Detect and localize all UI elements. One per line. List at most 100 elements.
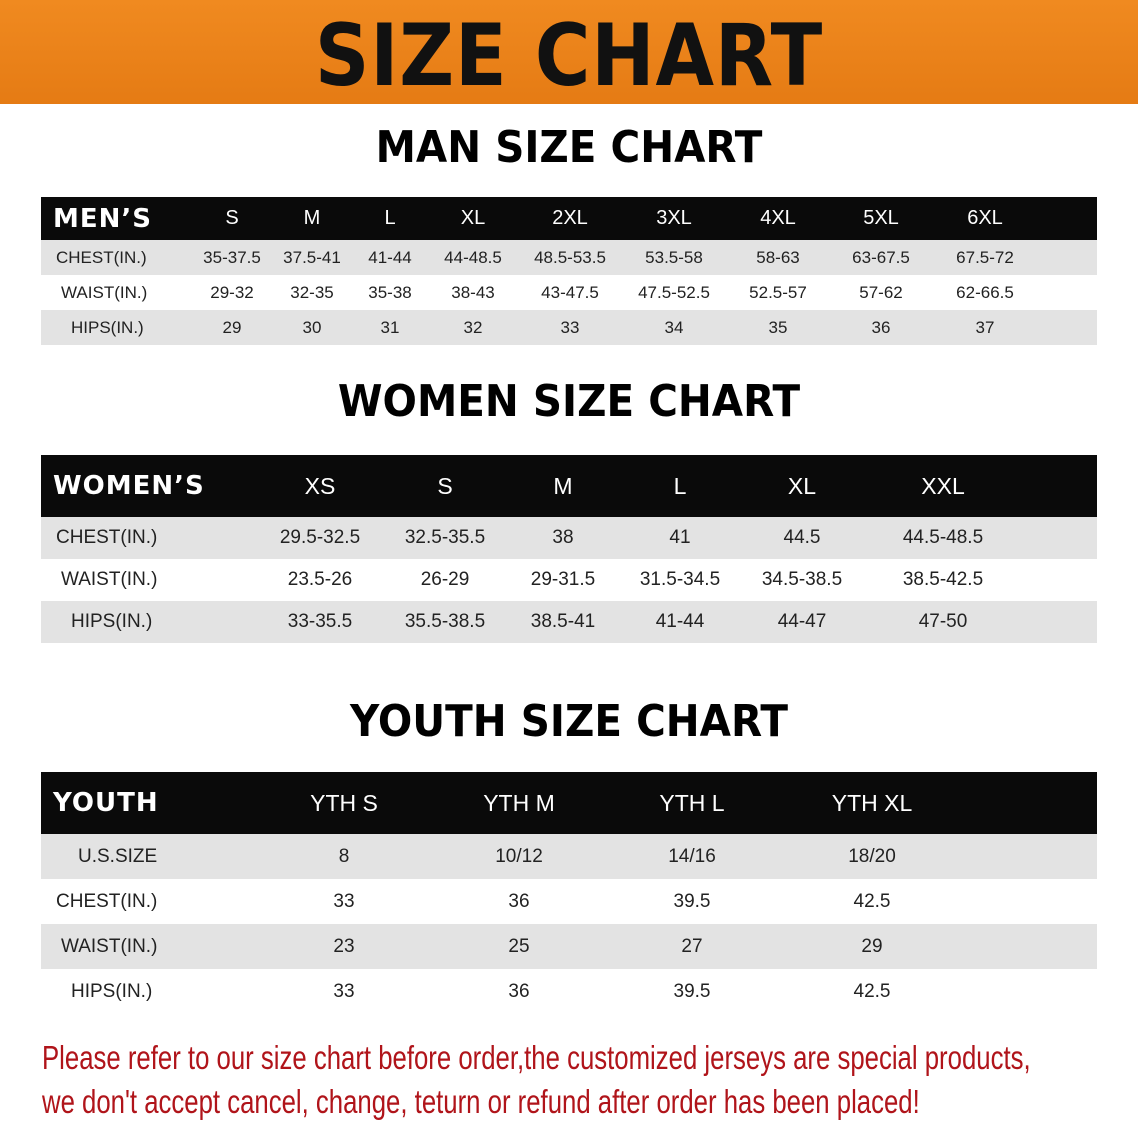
table-cell: 31 bbox=[380, 317, 400, 337]
table-cell: 42.5 bbox=[853, 890, 891, 912]
table-cell: 44-48.5 bbox=[444, 247, 502, 267]
table-cell: 57-62 bbox=[859, 282, 903, 302]
table-cell: 29 bbox=[861, 935, 883, 957]
row-label: CHEST(IN.) bbox=[56, 890, 158, 912]
table-cell: 47.5-52.5 bbox=[638, 282, 710, 302]
table-cell: 30 bbox=[302, 317, 322, 337]
table-cell: 44-47 bbox=[777, 611, 827, 632]
size-header-xxl: XXL bbox=[921, 472, 965, 499]
table-cell: 52.5-57 bbox=[749, 282, 807, 302]
table-cell: 29-31.5 bbox=[530, 569, 596, 590]
youth-header-label: YOUTH bbox=[53, 788, 159, 818]
men-section-title: MAN SIZE CHART bbox=[375, 122, 763, 173]
table-cell: 36 bbox=[871, 317, 891, 337]
table-cell: 29-32 bbox=[210, 282, 254, 302]
table-cell: 32.5-35.5 bbox=[404, 527, 486, 548]
table-cell: 32-35 bbox=[290, 282, 334, 302]
size-header-xl: XL bbox=[787, 472, 817, 499]
women-header-row: WOMEN’S XS S M L XL XXL bbox=[41, 455, 1097, 517]
table-cell: 34 bbox=[664, 317, 684, 337]
size-header-3xl: 3XL bbox=[656, 207, 692, 229]
table-row: U.S.SIZE 8 10/12 14/16 18/20 bbox=[41, 834, 1097, 879]
table-cell: 33-35.5 bbox=[287, 611, 353, 632]
men-header-row: MEN’S S M L XL 2XL 3XL 4XL 5XL 6XL bbox=[41, 197, 1097, 240]
table-row: WAIST(IN.) 29-32 32-35 35-38 38-43 43-47.5 47.… bbox=[41, 275, 1097, 310]
table-cell: 8 bbox=[338, 845, 350, 867]
table-cell: 67.5-72 bbox=[956, 247, 1014, 267]
table-cell: 38.5-42.5 bbox=[902, 569, 984, 590]
size-header-yth-m: YTH M bbox=[483, 789, 555, 816]
table-cell: 35 bbox=[768, 317, 788, 337]
size-header-yth-l: YTH L bbox=[659, 789, 725, 816]
row-label: CHEST(IN.) bbox=[56, 527, 158, 548]
table-cell: 58-63 bbox=[756, 247, 800, 267]
size-header-l: L bbox=[384, 207, 396, 229]
table-cell: 33 bbox=[333, 980, 355, 1002]
row-label: HIPS(IN.) bbox=[71, 317, 144, 337]
size-header-yth-s: YTH S bbox=[310, 789, 378, 816]
youth-header-row: YOUTH YTH S YTH M YTH L YTH XL bbox=[41, 772, 1097, 834]
table-cell: 47-50 bbox=[918, 611, 968, 632]
table-cell: 37 bbox=[975, 317, 995, 337]
size-header-2xl: 2XL bbox=[552, 207, 588, 229]
table-row: CHEST(IN.) 29.5-32.5 32.5-35.5 38 41 44.5 44.5… bbox=[41, 517, 1097, 559]
table-cell: 34.5-38.5 bbox=[761, 569, 843, 590]
table-cell: 62-66.5 bbox=[956, 282, 1014, 302]
table-cell: 41 bbox=[669, 527, 691, 548]
table-cell: 33 bbox=[560, 317, 580, 337]
table-cell: 37.5-41 bbox=[283, 247, 341, 267]
table-row: WAIST(IN.) 23 25 27 29 bbox=[41, 924, 1097, 969]
youth-size-table: YOUTH YTH S YTH M YTH L YTH XL U.S.SIZE 8 10/12… bbox=[41, 772, 1097, 1014]
table-cell: 38.5-41 bbox=[530, 611, 596, 632]
table-row: HIPS(IN.) 29 30 31 32 33 34 35 36 37 bbox=[41, 310, 1097, 345]
table-cell: 36 bbox=[508, 980, 530, 1002]
size-header-m: M bbox=[303, 207, 321, 229]
table-row: CHEST(IN.) 35-37.5 37.5-41 41-44 44-48.5 48.5… bbox=[41, 240, 1097, 275]
size-header-xl: XL bbox=[460, 207, 486, 229]
table-cell: 39.5 bbox=[673, 890, 711, 912]
table-cell: 39.5 bbox=[673, 980, 711, 1002]
size-header-xs: XS bbox=[304, 472, 336, 499]
table-cell: 41-44 bbox=[655, 611, 705, 632]
banner: SIZE CHART bbox=[0, 0, 1138, 106]
row-label: HIPS(IN.) bbox=[71, 611, 153, 632]
banner-title: SIZE CHART bbox=[314, 6, 824, 106]
table-cell: 27 bbox=[681, 935, 703, 957]
size-header-4xl: 4XL bbox=[760, 207, 796, 229]
women-header-label: WOMEN’S bbox=[53, 471, 205, 501]
table-cell: 35-38 bbox=[368, 282, 412, 302]
table-cell: 10/12 bbox=[495, 845, 543, 867]
table-cell: 25 bbox=[508, 935, 530, 957]
order-notice: Please refer to our size chart before or… bbox=[42, 1036, 1031, 1124]
table-cell: 43-47.5 bbox=[541, 282, 599, 302]
size-header-m: M bbox=[553, 472, 573, 499]
row-label: CHEST(IN.) bbox=[56, 247, 147, 267]
table-cell: 23 bbox=[333, 935, 355, 957]
table-cell: 36 bbox=[508, 890, 530, 912]
women-section-title: WOMEN SIZE CHART bbox=[337, 376, 801, 427]
table-cell: 26-29 bbox=[420, 569, 470, 590]
table-cell: 29 bbox=[222, 317, 242, 337]
table-cell: 42.5 bbox=[853, 980, 891, 1002]
table-row: HIPS(IN.) 33-35.5 35.5-38.5 38.5-41 41-44 44-… bbox=[41, 601, 1097, 643]
table-cell: 14/16 bbox=[668, 845, 716, 867]
table-row: HIPS(IN.) 33 36 39.5 42.5 bbox=[41, 969, 1097, 1014]
table-cell: 23.5-26 bbox=[287, 569, 353, 590]
table-cell: 35-37.5 bbox=[203, 247, 261, 267]
row-label: HIPS(IN.) bbox=[71, 980, 153, 1002]
table-cell: 18/20 bbox=[848, 845, 896, 867]
table-cell: 32 bbox=[463, 317, 483, 337]
men-size-table: MEN’S S M L XL 2XL 3XL 4XL 5XL 6XL CHEST(IN.) 35-37… bbox=[41, 197, 1097, 345]
table-cell: 35.5-38.5 bbox=[404, 611, 486, 632]
row-label: U.S.SIZE bbox=[78, 845, 158, 867]
size-header-yth-xl: YTH XL bbox=[831, 789, 913, 816]
table-cell: 63-67.5 bbox=[852, 247, 910, 267]
table-cell: 44.5 bbox=[783, 527, 821, 548]
order-notice-line-1: Please refer to our size chart before or… bbox=[42, 1039, 1031, 1076]
table-row: CHEST(IN.) 33 36 39.5 42.5 bbox=[41, 879, 1097, 924]
table-row: WAIST(IN.) 23.5-26 26-29 29-31.5 31.5-34.5 34… bbox=[41, 559, 1097, 601]
order-notice-line-2: we don't accept cancel, change, teturn o… bbox=[42, 1083, 920, 1120]
size-header-5xl: 5XL bbox=[863, 207, 899, 229]
size-header-6xl: 6XL bbox=[967, 207, 1003, 229]
table-cell: 31.5-34.5 bbox=[639, 569, 721, 590]
